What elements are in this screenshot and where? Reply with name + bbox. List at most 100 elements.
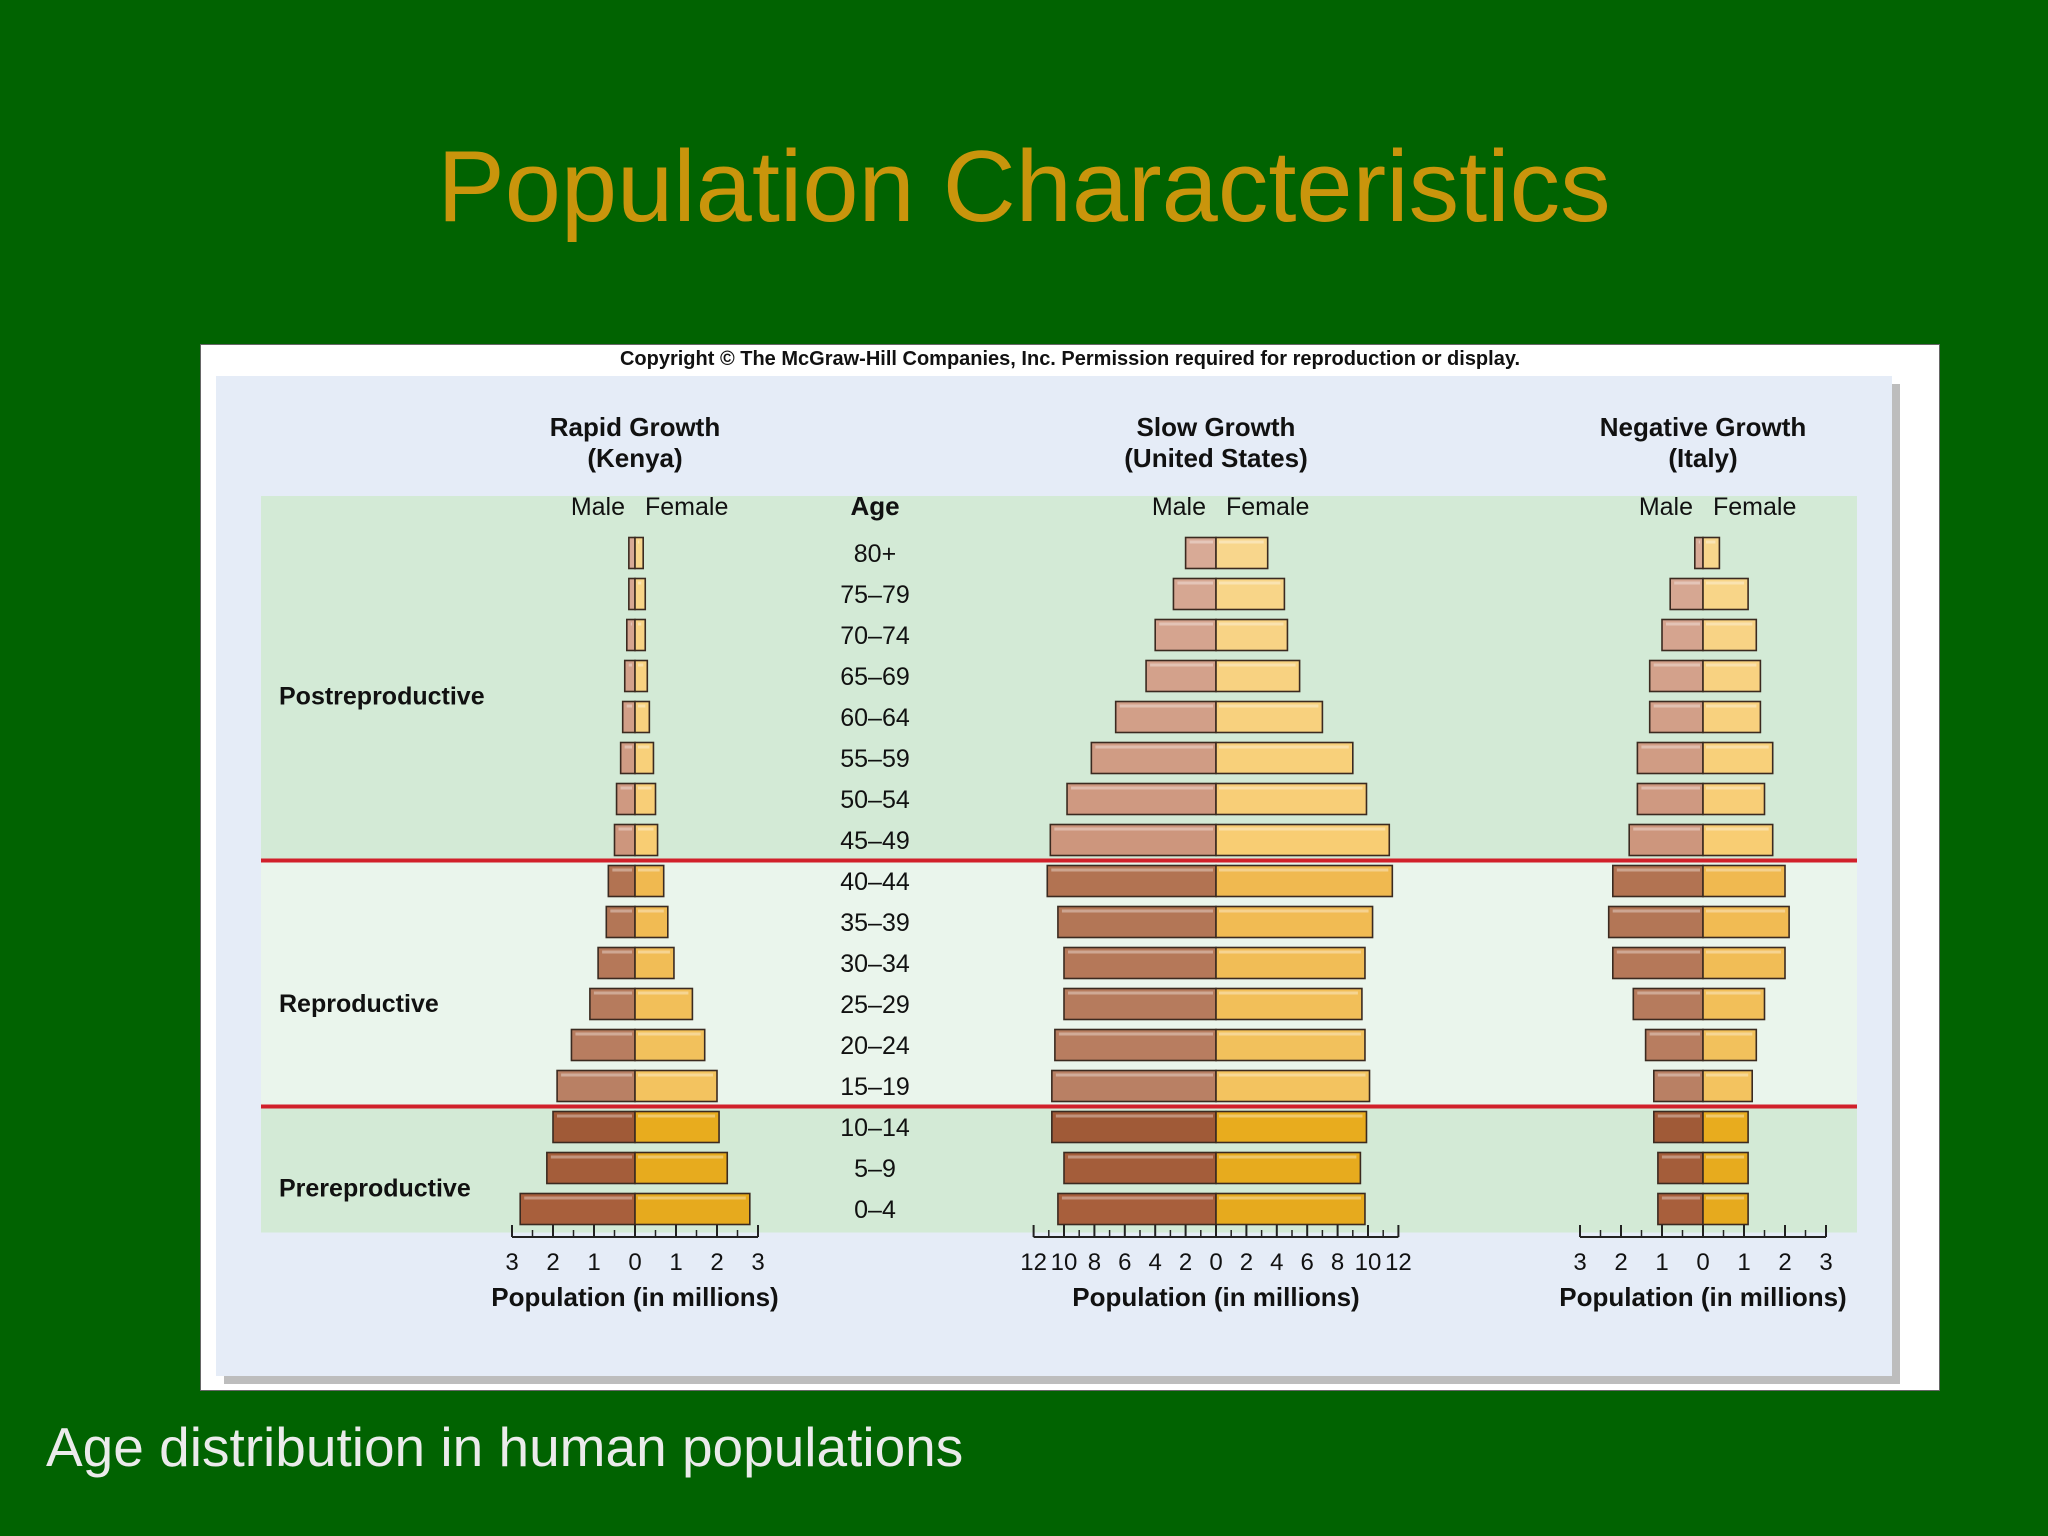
male-bar-highlight xyxy=(1068,1155,1213,1159)
female-bar xyxy=(634,618,647,652)
female-bar xyxy=(1215,659,1301,693)
age-label: 25–29 xyxy=(840,991,910,1019)
male-bar xyxy=(519,1192,636,1226)
female-label: Female xyxy=(1713,493,1796,521)
pyramid-3: Negative Growth(Italy) Male Female 3 2 1 0 1 2 3 P… xyxy=(1559,412,1846,1312)
female-bar xyxy=(1215,946,1366,980)
female-bar-highlight xyxy=(638,868,660,872)
female-bar xyxy=(634,946,675,980)
stage-band-2 xyxy=(261,860,1857,1107)
pyramid-title: Negative Growth xyxy=(1600,412,1807,442)
age-column-header: Age xyxy=(850,491,899,521)
x-tick-label: 6 xyxy=(1301,1249,1314,1276)
x-tick-label: 4 xyxy=(1270,1249,1283,1276)
female-bar-highlight xyxy=(638,1196,746,1200)
male-bar xyxy=(556,1069,636,1103)
x-tick-label: 2 xyxy=(1240,1249,1253,1276)
male-bar-highlight xyxy=(1661,1155,1700,1159)
male-bar-highlight xyxy=(1616,950,1700,954)
male-bar-highlight xyxy=(1641,786,1700,790)
x-tick-label: 2 xyxy=(1179,1249,1192,1276)
female-bar-highlight xyxy=(1706,786,1761,790)
male-bar-highlight xyxy=(1150,663,1213,667)
female-bar-highlight xyxy=(638,622,642,626)
male-bar xyxy=(1669,577,1704,611)
age-label: 30–34 xyxy=(840,950,910,978)
x-tick-label: 6 xyxy=(1118,1249,1131,1276)
x-tick-label: 0 xyxy=(628,1249,641,1276)
female-bar xyxy=(1215,741,1354,775)
female-bar-highlight xyxy=(1706,1196,1745,1200)
male-bar xyxy=(1657,1151,1704,1185)
x-tick-label: 3 xyxy=(1819,1249,1832,1276)
male-bar xyxy=(628,577,636,611)
female-bar xyxy=(1215,536,1269,570)
male-bar-highlight xyxy=(1698,540,1700,544)
female-bar xyxy=(634,823,659,857)
male-bar-highlight xyxy=(1674,581,1700,585)
male-bar-highlight xyxy=(1119,704,1213,708)
female-bar-highlight xyxy=(1706,1032,1753,1036)
female-bar xyxy=(1215,905,1374,939)
age-label: 50–54 xyxy=(840,786,910,814)
x-tick-label: 1 xyxy=(1655,1249,1668,1276)
male-bar xyxy=(1057,905,1217,939)
female-bar-highlight xyxy=(638,909,664,913)
female-bar-highlight xyxy=(638,1073,713,1077)
male-bar-highlight xyxy=(1068,950,1213,954)
male-bar xyxy=(1636,741,1704,775)
male-bar-highlight xyxy=(593,991,632,995)
female-bar-highlight xyxy=(1219,663,1296,667)
female-bar xyxy=(1215,700,1324,734)
male-bar-highlight xyxy=(630,622,632,626)
female-bar xyxy=(1702,1192,1749,1226)
female-bar xyxy=(634,987,694,1021)
male-bar xyxy=(1049,823,1217,857)
male-bar-highlight xyxy=(628,663,632,667)
age-label: 60–64 xyxy=(840,704,910,732)
male-bar-highlight xyxy=(575,1032,632,1036)
male-label: Male xyxy=(1152,493,1206,521)
female-bar-highlight xyxy=(1219,1155,1357,1159)
x-tick-label: 1 xyxy=(1737,1249,1750,1276)
female-bar-highlight xyxy=(638,745,650,749)
age-label: 40–44 xyxy=(840,868,910,896)
male-bar xyxy=(1632,987,1704,1021)
male-bar-highlight xyxy=(1055,1073,1213,1077)
female-bar-highlight xyxy=(1219,1114,1363,1118)
male-bar xyxy=(1054,1028,1217,1062)
female-bar xyxy=(1702,946,1786,980)
female-bar-highlight xyxy=(1706,950,1781,954)
female-bar-highlight xyxy=(1219,745,1349,749)
age-label: 75–79 xyxy=(840,581,910,609)
female-bar xyxy=(1215,1069,1371,1103)
female-bar xyxy=(634,741,655,775)
female-bar xyxy=(1702,823,1774,857)
slide-caption: Age distribution in human populations xyxy=(46,1416,964,1478)
male-bar-highlight xyxy=(1649,1032,1700,1036)
female-bar xyxy=(634,536,644,570)
female-bar-highlight xyxy=(1706,581,1745,585)
female-bar xyxy=(1702,618,1758,652)
male-bar xyxy=(1063,946,1217,980)
x-tick-label: 3 xyxy=(1573,1249,1586,1276)
x-tick-label: 0 xyxy=(1696,1249,1709,1276)
female-bar xyxy=(1215,1110,1368,1144)
male-bar xyxy=(1653,1110,1704,1144)
female-bar xyxy=(1215,1151,1362,1185)
male-bar xyxy=(628,536,636,570)
male-bar xyxy=(1644,1028,1704,1062)
female-bar-highlight xyxy=(1219,991,1358,995)
x-tick-label: 3 xyxy=(505,1249,518,1276)
male-bar xyxy=(1046,864,1217,898)
stage-label: Postreproductive xyxy=(279,683,485,711)
x-tick-label: 2 xyxy=(546,1249,559,1276)
male-bar-highlight xyxy=(1661,1196,1700,1200)
male-bar-highlight xyxy=(561,1073,632,1077)
female-bar-highlight xyxy=(1219,1032,1361,1036)
female-bar xyxy=(1702,987,1766,1021)
male-bar-highlight xyxy=(1058,1032,1213,1036)
x-axis-label: Population (in millions) xyxy=(491,1282,778,1312)
x-tick-label: 2 xyxy=(1614,1249,1627,1276)
male-bar xyxy=(1063,1151,1217,1185)
